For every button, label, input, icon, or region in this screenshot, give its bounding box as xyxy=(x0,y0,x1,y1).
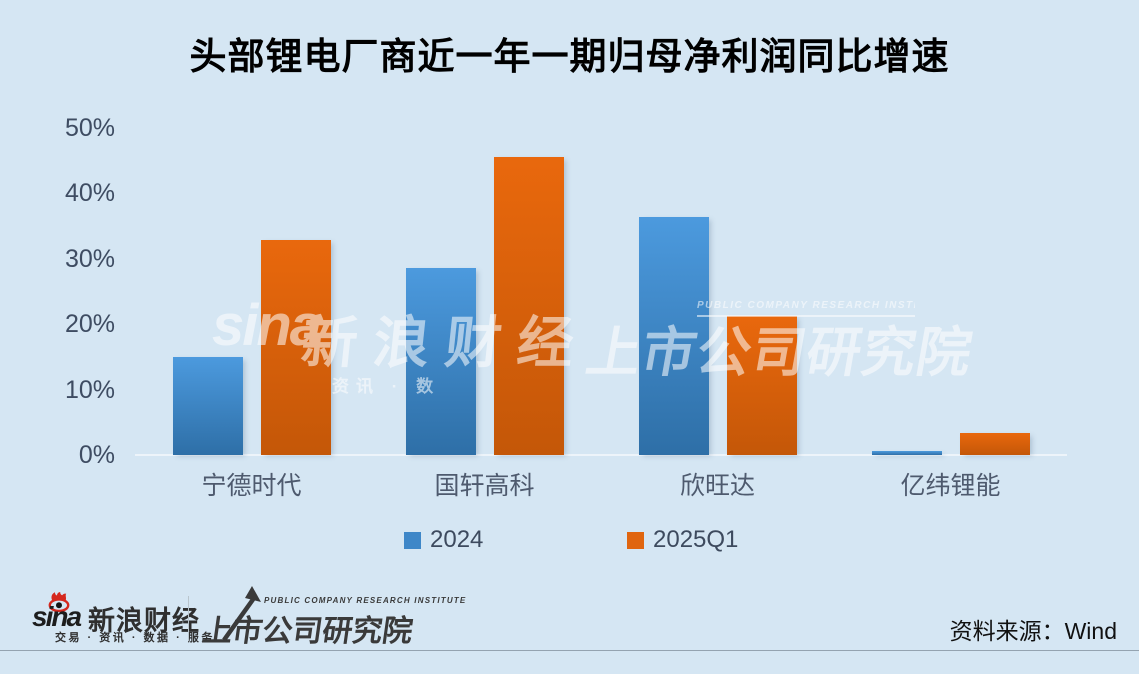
y-axis-tick-label: 50% xyxy=(64,114,115,142)
legend-swatch-2025q1 xyxy=(627,531,644,549)
sina-tagline: 交易 · 资讯 · 数据 · 服务 xyxy=(55,632,215,644)
legend-item-2025q1: 2025Q1 xyxy=(627,526,738,554)
legend-swatch-2024 xyxy=(404,531,421,549)
bar-2025Q1-宁德时代 xyxy=(260,239,331,455)
legend-item-2024: 2024 xyxy=(404,526,483,554)
institute-arrow-icon xyxy=(222,586,261,642)
institute-name-en: PUBLIC COMPANY RESEARCH INSTITUTE xyxy=(264,596,467,605)
footer-rule xyxy=(0,650,1139,651)
category-label-欣旺达: 欣旺达 xyxy=(679,472,755,500)
bar-2024-欣旺达 xyxy=(638,216,709,455)
footer-logo-divider xyxy=(188,596,189,641)
chart-title: 头部锂电厂商近一年一期归母净利润同比增速 xyxy=(189,36,950,77)
legend-label-2025q1: 2025Q1 xyxy=(653,526,739,553)
bar-2025Q1-欣旺达 xyxy=(726,316,797,455)
y-axis-tick-label: 40% xyxy=(64,179,115,208)
watermark-institute-en: PUBLIC COMPANY RESEARCH INSTITUTE xyxy=(697,300,915,317)
y-axis-tick-label: 10% xyxy=(64,375,115,404)
category-label-国轩高科: 国轩高科 xyxy=(434,472,535,500)
y-axis-tick-label: 30% xyxy=(64,244,115,273)
sina-finance-logo-text: 新浪财经 xyxy=(88,606,200,636)
bar-2024-宁德时代 xyxy=(172,356,243,455)
y-axis-tick-label: 0% xyxy=(78,441,115,469)
sina-wordmark: sina xyxy=(32,601,82,632)
bar-2025Q1-国轩高科 xyxy=(493,156,564,455)
bar-2025Q1-亿纬锂能 xyxy=(959,433,1030,455)
bar-2024-国轩高科 xyxy=(405,267,476,455)
category-label-亿纬锂能: 亿纬锂能 xyxy=(900,472,1001,500)
legend-label-2024: 2024 xyxy=(430,526,484,553)
sina-eye-icon xyxy=(48,592,70,612)
x-axis-baseline xyxy=(135,454,1067,456)
bar-2024-亿纬锂能 xyxy=(871,451,942,455)
category-label-宁德时代: 宁德时代 xyxy=(201,472,302,500)
data-source: 资料来源：Wind xyxy=(949,618,1117,644)
y-axis-tick-label: 20% xyxy=(64,310,115,339)
